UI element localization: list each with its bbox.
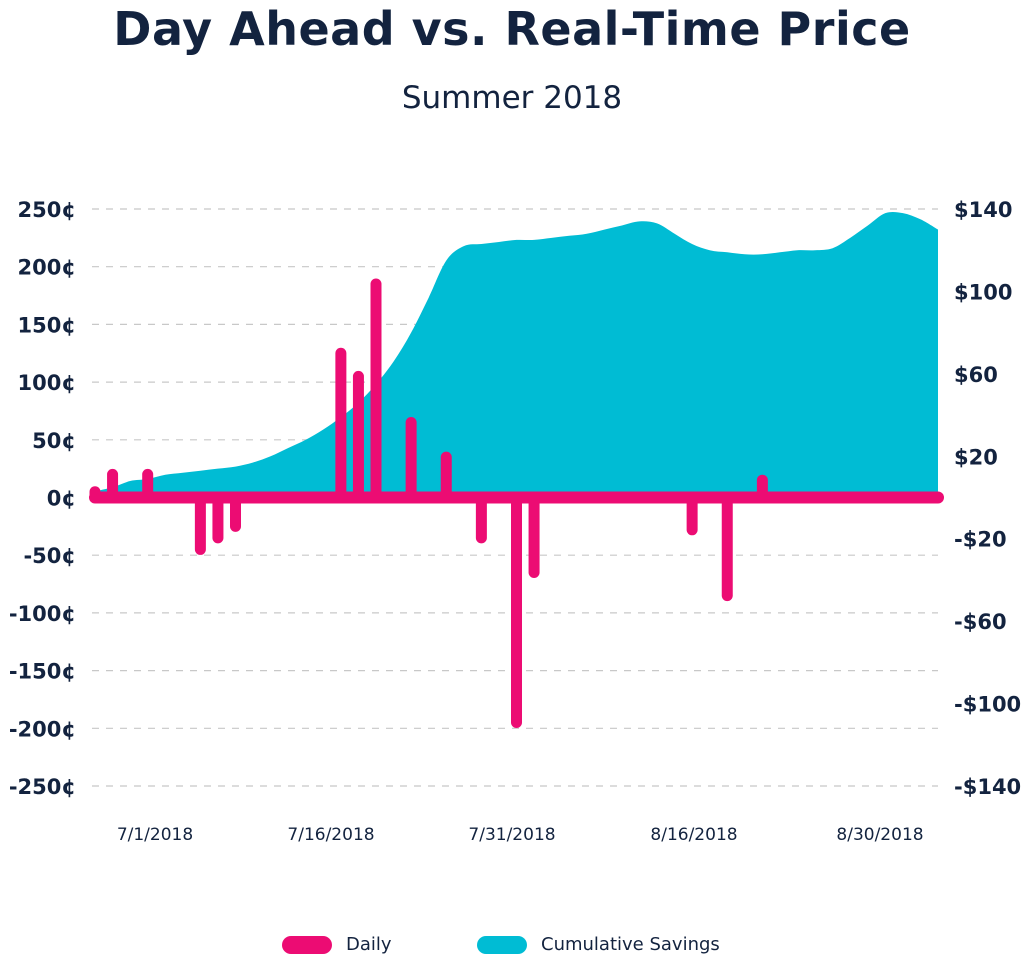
left-tick-label: 100¢: [18, 371, 76, 395]
chart-subtitle: Summer 2018: [401, 80, 623, 116]
chart-canvas: 250¢ 200¢ 150¢ 100¢ 50¢ 0¢ -50¢ -100¢ -150¢ -200¢…: [9, 198, 1021, 845]
legend-item-daily: Daily: [282, 934, 392, 955]
right-tick-label: $60: [954, 363, 998, 387]
x-tick-label: 7/31/2018: [468, 825, 555, 845]
x-tick-label: 7/1/2018: [117, 825, 193, 845]
left-tick-label: -250¢: [9, 775, 76, 799]
legend-swatch-cumulative: [477, 935, 527, 954]
left-tick-label: 150¢: [18, 313, 76, 337]
left-tick-label: 250¢: [18, 198, 76, 222]
legend-label-daily: Daily: [346, 934, 392, 955]
legend-item-cumulative: Cumulative Savings: [477, 934, 720, 955]
x-tick-label: 8/16/2018: [650, 825, 737, 845]
left-axis-ticks: 250¢ 200¢ 150¢ 100¢ 50¢ 0¢ -50¢ -100¢ -150¢ -200¢…: [9, 198, 76, 799]
right-tick-label: $140: [954, 198, 1012, 222]
right-tick-label: $20: [954, 445, 998, 469]
cumulative-area-path: [95, 211, 938, 498]
left-tick-label: -50¢: [23, 544, 76, 568]
right-tick-label: -$20: [954, 528, 1007, 552]
left-tick-label: -150¢: [9, 660, 76, 684]
right-tick-label: -$100: [954, 693, 1021, 717]
legend: Daily Cumulative Savings: [0, 934, 1024, 964]
right-tick-label: -$60: [954, 610, 1007, 634]
left-tick-label: 200¢: [18, 256, 76, 280]
legend-label-cumulative: Cumulative Savings: [541, 934, 720, 955]
right-axis-ticks: $140 $100 $60 $20 -$20 -$60 -$100 -$140: [954, 198, 1021, 799]
right-tick-label: $100: [954, 280, 1012, 304]
x-tick-label: 7/16/2018: [287, 825, 374, 845]
left-tick-label: -200¢: [9, 717, 76, 741]
legend-swatch-daily: [282, 935, 332, 954]
left-tick-label: 0¢: [47, 487, 76, 511]
x-axis-ticks: 7/1/2018 7/16/2018 7/31/2018 8/16/2018 8/30/…: [117, 825, 924, 845]
daily-bars: [89, 278, 944, 729]
cumulative-savings-area: [95, 211, 938, 498]
left-tick-label: 50¢: [32, 429, 76, 453]
chart-title: Day Ahead vs. Real-Time Price: [113, 2, 911, 56]
left-tick-label: -100¢: [9, 602, 76, 626]
x-tick-label: 8/30/2018: [836, 825, 923, 845]
right-tick-label: -$140: [954, 775, 1021, 799]
